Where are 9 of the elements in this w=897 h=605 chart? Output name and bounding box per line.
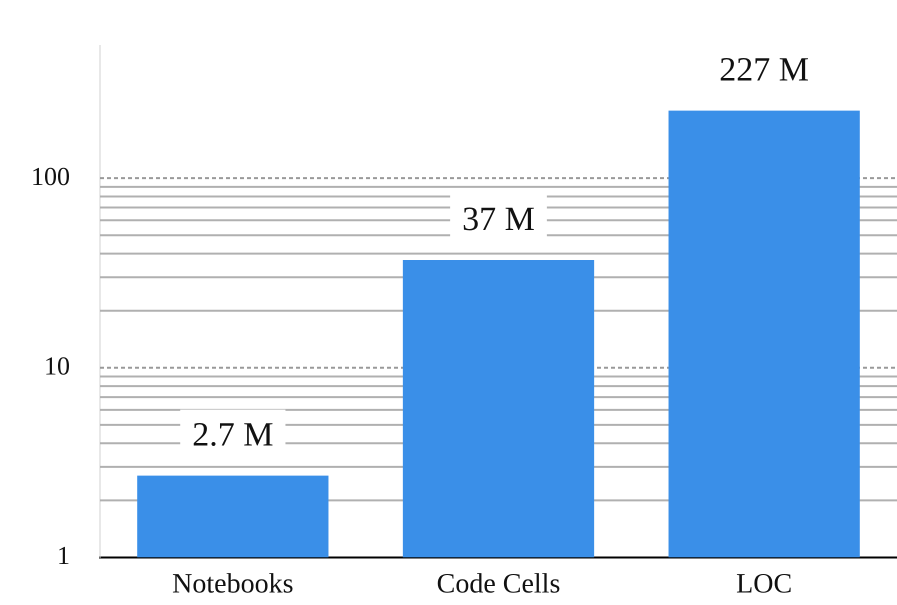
y-tick-label: 1 xyxy=(57,541,70,570)
x-tick-label: LOC xyxy=(736,568,792,600)
data-label: 227 M xyxy=(719,52,810,89)
y-tick-label: 100 xyxy=(31,162,70,191)
data-label: 2.7 M xyxy=(192,416,274,454)
y-tick-label: 10 xyxy=(44,352,70,381)
data-label: 37 M xyxy=(462,200,535,238)
x-tick-label: Notebooks xyxy=(172,568,294,600)
x-tick-label: Code Cells xyxy=(436,568,560,600)
